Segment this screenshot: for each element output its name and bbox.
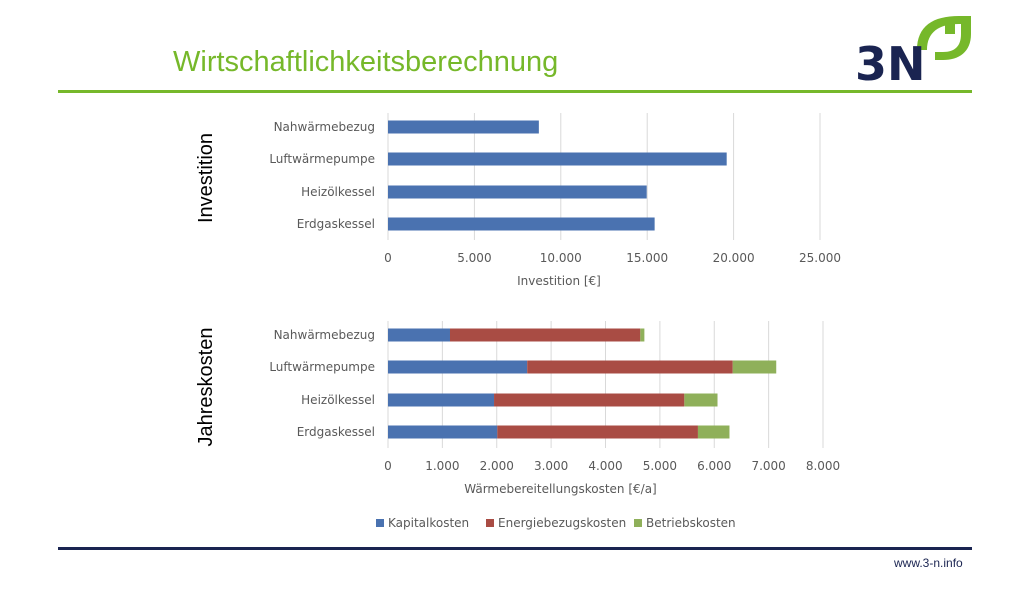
x-tick-label: 10.000 — [540, 251, 582, 265]
x-tick-label: 8.000 — [806, 459, 840, 473]
x-tick-label: 6.000 — [697, 459, 731, 473]
bar-segment-kapitalkosten — [388, 425, 498, 439]
legend-label: Betriebskosten — [646, 516, 736, 530]
y-category-label: Luftwärmepumpe — [269, 152, 375, 166]
bar-segment-betriebskosten — [732, 360, 777, 374]
x-tick-label: 25.000 — [799, 251, 841, 265]
footer-url[interactable]: www.3-n.info — [894, 556, 963, 570]
bar-segment-energiebezugskosten — [449, 328, 641, 342]
legend-label: Energiebezugskosten — [498, 516, 626, 530]
x-tick-label: 2.000 — [480, 459, 514, 473]
x-tick-label: 3.000 — [534, 459, 568, 473]
x-tick-label: 20.000 — [713, 251, 755, 265]
legend-label: Kapitalkosten — [388, 516, 469, 530]
x-tick-label: 5.000 — [457, 251, 491, 265]
y-category-label: Nahwärmebezug — [274, 120, 375, 134]
bar — [388, 217, 655, 231]
bar — [388, 185, 647, 199]
x-tick-label: 15.000 — [626, 251, 668, 265]
x-tick-label: 0 — [384, 251, 392, 265]
bar-segment-energiebezugskosten — [527, 360, 733, 374]
bar-segment-kapitalkosten — [388, 393, 495, 407]
bar-segment-betriebskosten — [640, 328, 645, 342]
legend-swatch — [486, 519, 494, 527]
y-category-label: Nahwärmebezug — [274, 328, 375, 342]
x-axis-title: Investition [€] — [517, 274, 601, 288]
bar — [388, 152, 727, 166]
x-axis-title: Wärmebereitellungskosten [€/a] — [464, 482, 657, 496]
page-title: Wirtschaftlichkeitsberechnung — [173, 46, 559, 78]
bar-segment-betriebskosten — [697, 425, 730, 439]
x-tick-label: 4.000 — [588, 459, 622, 473]
y-category-label: Erdgaskessel — [297, 425, 375, 439]
x-tick-label: 0 — [384, 459, 392, 473]
bar-segment-energiebezugskosten — [494, 393, 685, 407]
footer-divider — [58, 547, 972, 550]
bar — [388, 120, 539, 134]
y-category-label: Heizölkessel — [301, 185, 375, 199]
bar-segment-betriebskosten — [684, 393, 718, 407]
bar-segment-energiebezugskosten — [497, 425, 698, 439]
legend-swatch — [376, 519, 384, 527]
legend-swatch — [634, 519, 642, 527]
y-category-label: Erdgaskessel — [297, 217, 375, 231]
company-logo: 3N — [855, 12, 980, 91]
bar-segment-kapitalkosten — [388, 328, 450, 342]
y-category-label: Heizölkessel — [301, 393, 375, 407]
header-divider — [58, 90, 972, 93]
side-label: Jahreskosten — [195, 328, 217, 447]
side-label: Investition — [195, 133, 217, 223]
y-category-label: Luftwärmepumpe — [269, 360, 375, 374]
x-tick-label: 5.000 — [643, 459, 677, 473]
x-tick-label: 1.000 — [425, 459, 459, 473]
bar-segment-kapitalkosten — [388, 360, 528, 374]
svg-text:3N: 3N — [855, 37, 926, 84]
x-tick-label: 7.000 — [751, 459, 785, 473]
